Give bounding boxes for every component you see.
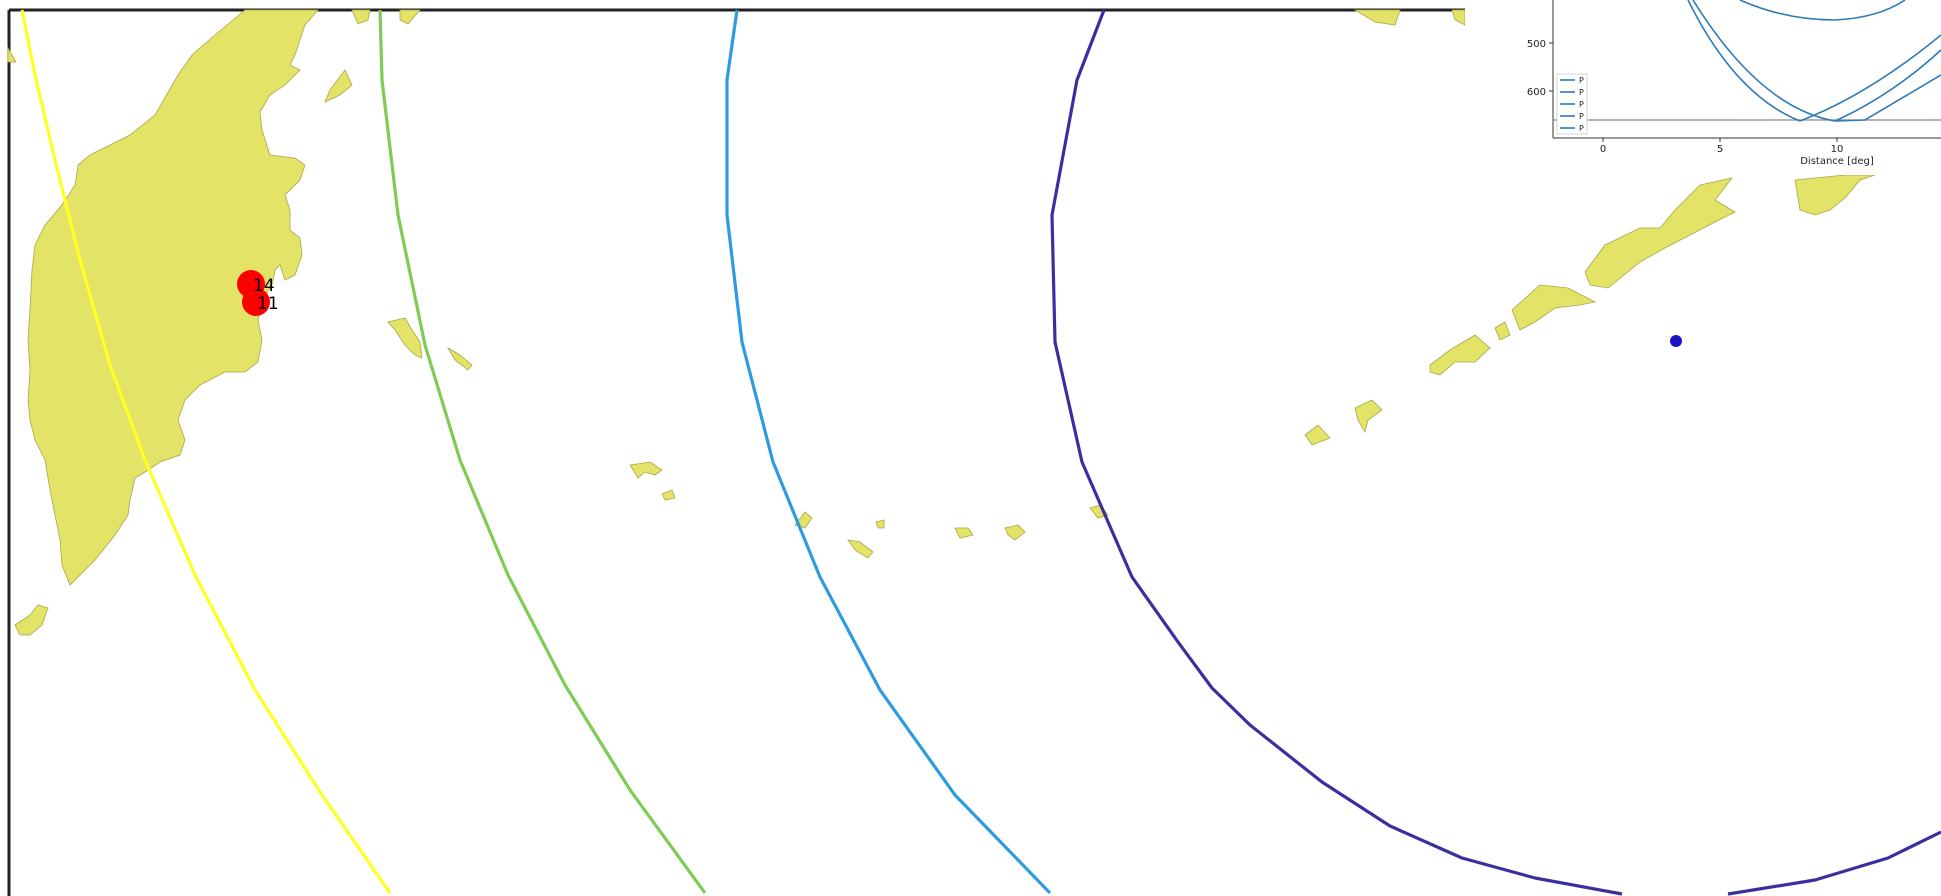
distance-curve-purple	[1050, 9, 1941, 896]
island	[1451, 9, 1466, 26]
inset-legend-label: P	[1579, 76, 1584, 85]
inset-ytick-label: 600	[1527, 87, 1546, 98]
inset-legend-label: P	[1579, 100, 1584, 109]
inset-legend-label: P	[1579, 88, 1584, 97]
event-marker	[242, 288, 270, 316]
island	[1584, 177, 1736, 289]
inset-xlabel: Distance [deg]	[1800, 156, 1874, 167]
distance-curve-green	[378, 9, 707, 894]
island	[1511, 284, 1597, 331]
island	[629, 461, 663, 479]
events: 14 11	[237, 270, 279, 316]
distance-curves	[20, 9, 1941, 896]
island	[847, 539, 874, 559]
island	[7, 46, 17, 63]
aleutian-islands	[1429, 334, 1491, 376]
island	[351, 9, 371, 25]
island	[14, 604, 49, 636]
event-label: 14	[253, 276, 275, 296]
island	[1353, 9, 1401, 26]
inset-plot: 500 600 0 5 10 Distance [deg] P P P P P	[1465, 0, 1941, 175]
inset-legend-label: P	[1579, 124, 1584, 133]
island	[661, 489, 676, 501]
island	[1004, 524, 1026, 541]
island	[324, 69, 353, 103]
island	[1494, 321, 1511, 341]
island	[954, 527, 974, 539]
island	[446, 346, 473, 371]
event-label: 11	[257, 294, 279, 314]
inset-travel-time-curves	[1687, 0, 1941, 122]
inset-legend: P P P P P	[1556, 73, 1588, 135]
distance-curve-blue	[725, 9, 1052, 895]
station-marker	[1670, 335, 1682, 347]
inset-xtick-label: 5	[1717, 144, 1723, 155]
kamchatka-peninsula	[27, 9, 319, 586]
landmasses	[7, 9, 1876, 636]
island	[1794, 174, 1876, 216]
inset-legend-label: P	[1579, 112, 1584, 121]
island	[875, 519, 885, 529]
island	[1354, 399, 1383, 434]
commander-islands	[387, 317, 423, 359]
inset-xtick-label: 0	[1600, 144, 1606, 155]
island	[399, 9, 421, 25]
island	[1304, 424, 1331, 446]
distance-curve-yellow	[20, 9, 392, 894]
inset-xtick-label: 10	[1831, 144, 1844, 155]
inset-ytick-label: 500	[1527, 39, 1546, 50]
